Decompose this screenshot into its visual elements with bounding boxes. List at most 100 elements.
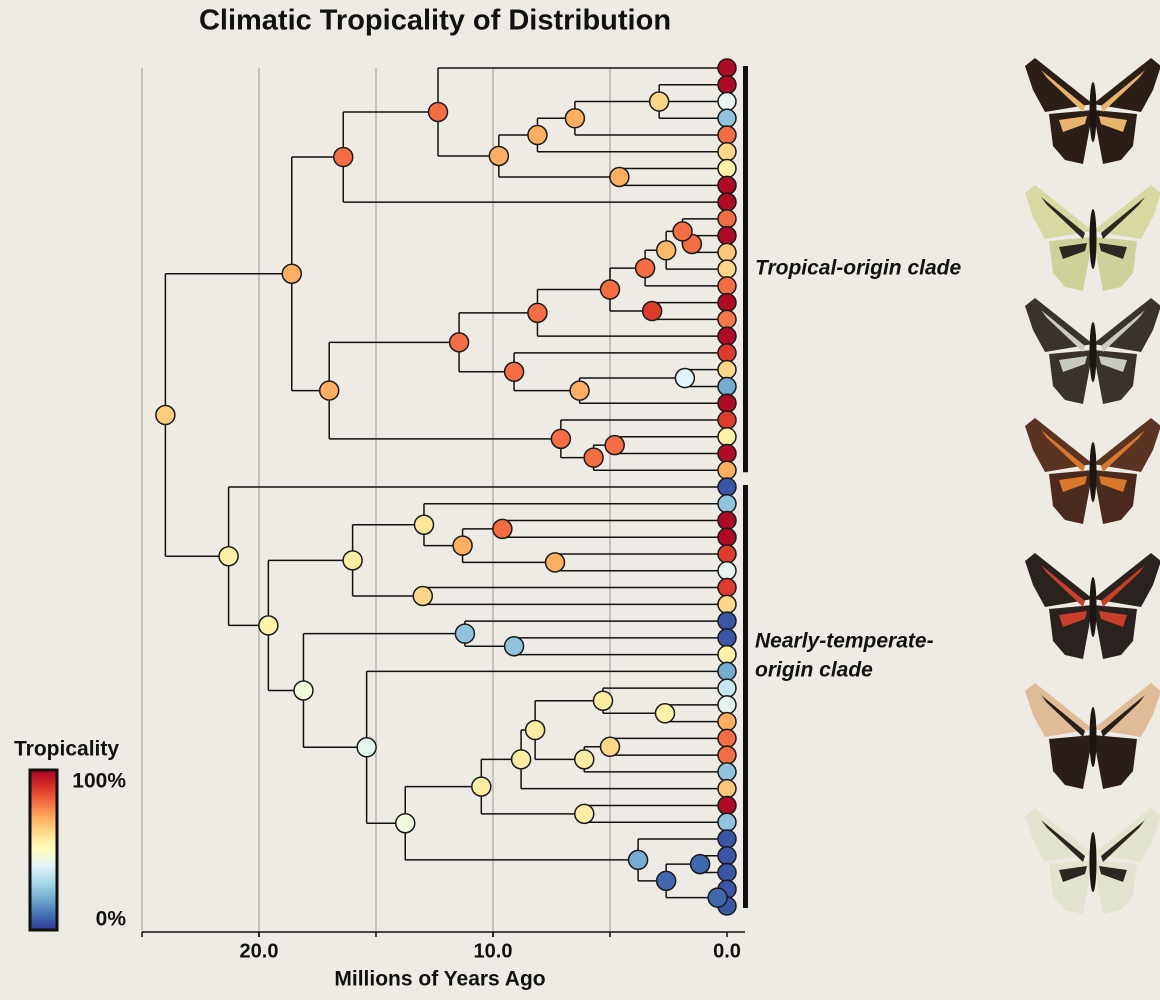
tip-node [717, 91, 737, 112]
tip-node [717, 594, 737, 615]
ancestral-node [503, 635, 525, 657]
tip-node [717, 443, 737, 464]
clade-bar [743, 485, 748, 908]
ancestral-node [592, 690, 614, 711]
ancestral-node [527, 302, 548, 324]
tip-node [717, 628, 737, 648]
butterfly-image [1025, 683, 1160, 789]
colorbar-tick-label: 0% [96, 908, 127, 931]
ancestral-node [454, 623, 476, 644]
ancestral-node [527, 124, 548, 146]
ancestral-node [342, 550, 363, 571]
ancestral-node [413, 514, 435, 535]
colorbar-tick-label: 100% [72, 770, 126, 793]
tip-node [717, 108, 737, 129]
tip-node [717, 611, 737, 631]
ancestral-node [471, 776, 492, 797]
tip-node [717, 795, 737, 816]
ancestral-node [634, 257, 656, 279]
tip-node [717, 829, 737, 849]
ancestral-node [655, 870, 677, 892]
tip-node [717, 544, 737, 564]
butterfly-image [1025, 808, 1160, 914]
ancestral-node [599, 736, 621, 758]
tip-node [717, 577, 737, 598]
ancestral-node [599, 279, 621, 300]
tip-node [717, 343, 737, 363]
ancestral-node [503, 361, 525, 383]
ancestral-node [356, 737, 377, 758]
ancestral-node [609, 166, 630, 188]
ancestral-node [654, 703, 676, 724]
butterfly-images [1025, 58, 1160, 914]
tip-node [717, 192, 737, 212]
tip-node [717, 745, 737, 765]
tip-node [717, 426, 737, 447]
clade-label: origin clade [755, 659, 873, 682]
ancestral-node [281, 263, 303, 285]
ancestral-node [427, 101, 449, 123]
ancestral-node [395, 812, 416, 834]
tip-node [717, 661, 737, 682]
tip-node [717, 510, 737, 531]
x-tick-label: 10.0 [474, 940, 513, 962]
tip-node [717, 527, 737, 548]
ancestral-node [655, 240, 677, 261]
ancestral-node [258, 615, 279, 636]
tip-node [717, 477, 737, 497]
ancestral-node [574, 803, 595, 825]
tip-node [717, 326, 737, 346]
chart-title: Climatic Tropicality of Distribution [199, 5, 671, 37]
tip-node [717, 158, 737, 179]
tip-node [717, 309, 737, 330]
tip-node [717, 225, 737, 246]
ancestral-node [293, 680, 314, 701]
tip-node [717, 460, 737, 480]
ancestral-node [564, 108, 586, 129]
tip-node [717, 728, 737, 749]
ancestral-node [672, 221, 693, 242]
tip-node [717, 812, 737, 832]
ancestral-node [641, 300, 663, 322]
ancestral-node [155, 404, 176, 426]
butterfly-image [1025, 298, 1160, 404]
tip-node [717, 762, 737, 782]
colorbar-label: Tropicality [14, 738, 119, 761]
tip-node [717, 58, 737, 78]
butterfly-image [1025, 185, 1160, 291]
ancestral-node [648, 91, 670, 112]
ancestral-node [492, 518, 513, 540]
butterfly-image [1025, 553, 1160, 659]
tip-node [717, 644, 737, 665]
ancestral-node [707, 887, 728, 908]
tip-node [717, 494, 737, 514]
x-axis: 20.0 10.0 0.0 [141, 931, 745, 962]
ancestral-node [689, 853, 711, 875]
tip-node [717, 276, 737, 296]
ancestral-node [452, 535, 473, 556]
tip-node [717, 75, 737, 95]
ancestral-node [550, 428, 572, 450]
colorbar [28, 768, 59, 932]
ancestral-node [332, 146, 354, 168]
clade-label: Nearly-temperate- [755, 630, 934, 653]
tip-node [717, 292, 737, 313]
tip-node [717, 376, 737, 397]
tip-node [717, 711, 737, 732]
ancestral-node [674, 367, 696, 389]
tip-node [717, 209, 737, 229]
ancestral-node [412, 585, 434, 607]
ancestral-node [510, 749, 532, 770]
ancestral-node [524, 719, 546, 741]
tip-node [717, 259, 737, 279]
x-tick-label: 20.0 [240, 940, 279, 962]
tip-node [717, 845, 737, 866]
tip-node [717, 410, 737, 430]
ancestral-node [569, 380, 590, 401]
tip-node [717, 125, 737, 145]
ancestral-node [218, 545, 239, 567]
tip-node [717, 142, 737, 162]
clade-bar [743, 66, 748, 473]
x-tick-label: 0.0 [713, 940, 741, 962]
